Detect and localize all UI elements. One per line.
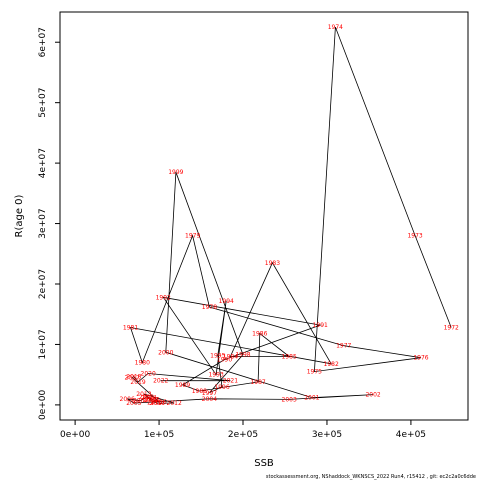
year-label-2013: 2013 bbox=[136, 391, 151, 398]
year-label-1999: 1999 bbox=[168, 169, 183, 176]
footer-note: stockassessment.org, NShaddock_WKNSCS_20… bbox=[266, 474, 476, 480]
year-label-2012: 2012 bbox=[167, 400, 182, 407]
year-label-2006: 2006 bbox=[120, 396, 135, 403]
year-label-2001: 2001 bbox=[304, 395, 319, 402]
year-label-1976: 1976 bbox=[413, 355, 428, 362]
y-tick-label: 2e+07 bbox=[38, 269, 48, 299]
year-label-1974: 1974 bbox=[328, 24, 343, 31]
y-axis-title: R(age 0) bbox=[14, 194, 25, 237]
year-label-2007: 2007 bbox=[133, 398, 148, 405]
year-label-2014: 2014 bbox=[141, 395, 156, 402]
x-axis-title: SSB bbox=[254, 458, 274, 469]
y-tick-label: 4e+07 bbox=[38, 148, 48, 178]
year-label-1986: 1986 bbox=[252, 331, 267, 338]
year-label-1993: 1993 bbox=[209, 372, 224, 379]
year-label-1977: 1977 bbox=[336, 343, 351, 350]
year-label-1990: 1990 bbox=[217, 357, 232, 364]
year-label-1983: 1983 bbox=[265, 260, 280, 267]
year-label-2021: 2021 bbox=[223, 378, 238, 385]
year-labels: 1972 1973 1974 1975 1976 1977 1978 1979 1980 1981… bbox=[120, 24, 460, 407]
year-label-2003: 2003 bbox=[282, 396, 297, 403]
year-label-2002: 2002 bbox=[365, 392, 380, 399]
year-label-2010: 2010 bbox=[147, 399, 162, 406]
y-tick-label: 1e+07 bbox=[38, 329, 48, 359]
year-label-1994: 1994 bbox=[219, 298, 234, 305]
year-label-1991: 1991 bbox=[313, 322, 328, 329]
year-label-1988: 1988 bbox=[192, 388, 207, 395]
year-label-2015: 2015 bbox=[145, 396, 160, 403]
year-label-1997: 1997 bbox=[202, 390, 217, 397]
x-tick-label: 3e+05 bbox=[312, 430, 342, 440]
year-label-1978: 1978 bbox=[202, 304, 217, 311]
x-tick-label: 4e+05 bbox=[396, 430, 426, 440]
year-label-2017: 2017 bbox=[125, 375, 140, 382]
year-label-1996: 1996 bbox=[214, 384, 229, 391]
year-label-1984: 1984 bbox=[223, 354, 238, 361]
year-label-2008: 2008 bbox=[139, 394, 154, 401]
year-label-1992: 1992 bbox=[156, 294, 171, 301]
x-tick-label: 1e+05 bbox=[144, 430, 174, 440]
year-label-1985: 1985 bbox=[282, 354, 297, 361]
year-label-2000: 2000 bbox=[158, 349, 173, 356]
year-label-1975: 1975 bbox=[307, 369, 322, 376]
y-axis: 0e+00 1e+07 2e+07 3e+07 4e+07 5e+07 6e+07 bbox=[38, 27, 60, 420]
recruitment-trajectory-line bbox=[126, 26, 452, 404]
year-label-2004: 2004 bbox=[202, 396, 217, 403]
year-label-2022: 2022 bbox=[153, 378, 168, 385]
year-label-1972: 1972 bbox=[444, 325, 459, 332]
year-label-1995: 1995 bbox=[210, 352, 225, 359]
year-label-2011: 2011 bbox=[150, 400, 165, 407]
y-tick-label: 0e+00 bbox=[38, 389, 48, 420]
x-tick-label: 2e+05 bbox=[228, 430, 258, 440]
year-label-1981: 1981 bbox=[123, 325, 138, 332]
x-tick-label: 0e+00 bbox=[60, 430, 91, 440]
year-label-2005: 2005 bbox=[126, 400, 141, 407]
year-label-2018: 2018 bbox=[126, 373, 141, 380]
year-label-1982: 1982 bbox=[324, 361, 339, 368]
plot-frame bbox=[59, 11, 469, 421]
y-tick-label: 5e+07 bbox=[38, 88, 48, 118]
year-label-1973: 1973 bbox=[407, 233, 422, 240]
year-label-1987: 1987 bbox=[250, 379, 265, 386]
year-label-1998: 1998 bbox=[235, 352, 250, 359]
year-label-2016: 2016 bbox=[151, 399, 166, 406]
y-tick-label: 6e+07 bbox=[38, 27, 48, 57]
year-label-2020: 2020 bbox=[141, 370, 156, 377]
y-tick-label: 3e+07 bbox=[38, 208, 48, 238]
year-label-2019: 2019 bbox=[130, 379, 145, 386]
year-label-1989: 1989 bbox=[175, 382, 190, 389]
year-label-2009: 2009 bbox=[143, 397, 158, 404]
year-label-1979: 1979 bbox=[185, 233, 200, 240]
year-label-1980: 1980 bbox=[135, 360, 150, 367]
x-axis: 0e+00 1e+05 2e+05 3e+05 4e+05 bbox=[60, 420, 426, 440]
